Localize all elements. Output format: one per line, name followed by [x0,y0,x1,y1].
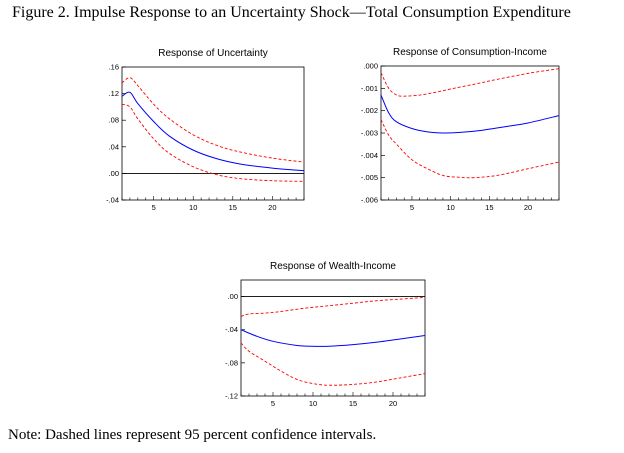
x-tick-label: 5 [410,203,414,212]
x-tick-label: 20 [524,203,532,212]
x-tick-label: 15 [349,399,357,408]
y-tick-label: .08 [109,116,119,125]
x-tick-label: 15 [485,203,493,212]
response-line [380,94,560,134]
x-tick-label: 15 [229,203,237,212]
chart-title: Response of Uncertainty [158,48,268,59]
y-tick-label: .000 [363,62,378,71]
y-tick-label: .12 [109,89,119,98]
confidence-band-line [380,119,560,179]
y-tick-label: .04 [109,142,119,151]
confidence-band-line [121,77,305,163]
confidence-band-line [380,68,560,97]
x-tick-label: 10 [309,399,317,408]
y-tick-label: -.003 [361,129,378,138]
y-tick-label: .00 [109,169,119,178]
chart-title: Response of Wealth-Income [270,261,396,272]
plot-frame [121,66,305,201]
x-tick-label: 20 [268,203,276,212]
y-tick-label: -.12 [225,392,238,401]
chart-title: Response of Consumption-Income [393,47,547,58]
y-tick-label: .16 [109,63,119,72]
confidence-band-line [121,103,305,182]
response-line [121,91,305,172]
y-tick-label: -.08 [225,358,238,367]
x-tick-label: 20 [389,399,397,408]
y-tick-label: -.005 [361,173,378,182]
x-tick-label: 5 [152,203,156,212]
y-tick-label: -.004 [361,151,378,160]
x-tick-label: 10 [189,203,197,212]
y-tick-label: .00 [228,292,238,301]
y-tick-label: -.04 [225,325,238,334]
y-tick-label: -.006 [361,196,378,205]
figure-title: Figure 2. Impulse Response to an Uncerta… [12,4,571,21]
confidence-band-line [240,342,426,386]
x-tick-label: 10 [446,203,454,212]
y-tick-label: -.002 [361,106,378,115]
plot-frame [240,279,426,397]
confidence-band-line [240,296,426,317]
response-line [240,329,426,347]
y-tick-label: -.04 [106,196,119,205]
y-tick-label: -.001 [361,84,378,93]
figure-note: Note: Dashed lines represent 95 percent … [8,427,377,443]
x-tick-label: 5 [271,399,275,408]
